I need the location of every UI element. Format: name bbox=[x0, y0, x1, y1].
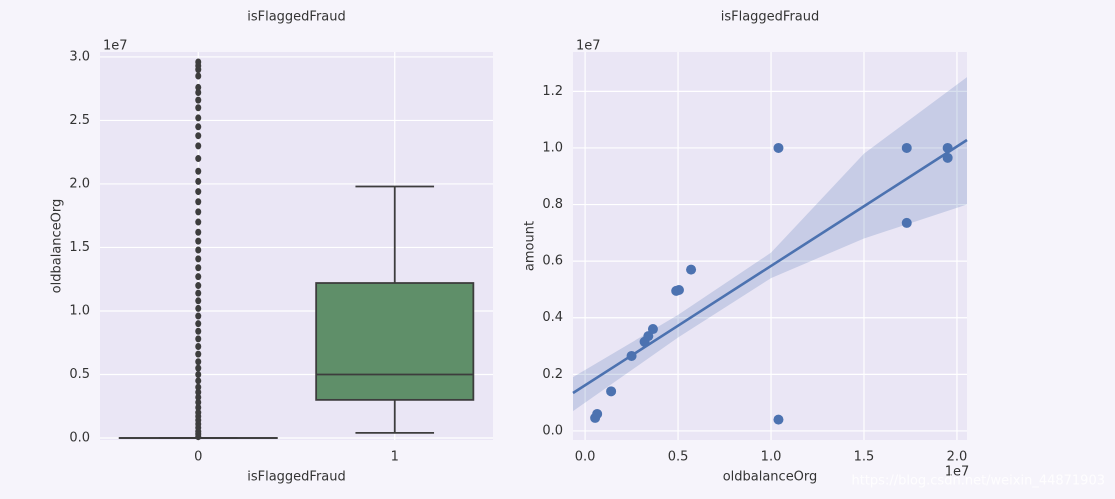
point bbox=[626, 350, 637, 361]
point bbox=[773, 414, 784, 425]
plot-area bbox=[573, 52, 967, 440]
y-tick-label: 0.4 bbox=[542, 310, 563, 325]
outlier bbox=[195, 350, 202, 358]
outlier bbox=[195, 228, 202, 236]
outlier bbox=[195, 198, 202, 206]
outlier bbox=[195, 177, 202, 185]
y-axis-label: oldbalanceOrg bbox=[50, 199, 65, 294]
point bbox=[686, 264, 697, 275]
x-tick-label: 0.0 bbox=[575, 450, 596, 465]
outlier bbox=[195, 358, 202, 366]
point bbox=[643, 331, 654, 342]
point bbox=[606, 386, 617, 397]
outlier bbox=[195, 297, 202, 305]
y-tick-label: 2.0 bbox=[69, 176, 90, 191]
y-tick-label: 3.0 bbox=[69, 49, 90, 64]
outlier bbox=[195, 289, 202, 297]
outlier bbox=[195, 208, 202, 216]
confidence-band bbox=[573, 77, 967, 412]
y-tick-label: 2.5 bbox=[69, 113, 90, 128]
offset-text: 1e7 bbox=[103, 39, 128, 54]
box bbox=[315, 282, 475, 401]
outlier bbox=[195, 343, 202, 351]
x-axis-label: oldbalanceOrg bbox=[723, 470, 818, 485]
x-tick-label: 0 bbox=[194, 450, 202, 465]
outlier bbox=[195, 218, 202, 226]
outlier bbox=[195, 104, 202, 112]
outlier bbox=[195, 123, 202, 131]
y-tick-label: 1.2 bbox=[542, 84, 563, 99]
outlier bbox=[195, 264, 202, 272]
point bbox=[942, 142, 953, 153]
x-tick-label: 1.0 bbox=[761, 450, 782, 465]
x-tick-label: 1.5 bbox=[854, 450, 875, 465]
point bbox=[773, 142, 784, 153]
outlier bbox=[195, 188, 202, 196]
outlier bbox=[195, 403, 202, 411]
regression-line bbox=[572, 138, 968, 395]
outlier bbox=[195, 155, 202, 163]
chart-title: isFlaggedFraud bbox=[721, 10, 820, 25]
outlier bbox=[195, 237, 202, 245]
outlier bbox=[195, 377, 202, 385]
point bbox=[942, 152, 953, 163]
outlier bbox=[195, 255, 202, 263]
y-axis-label: amount bbox=[523, 221, 538, 271]
x-tick-label: 2.0 bbox=[947, 450, 968, 465]
outlier bbox=[195, 132, 202, 140]
outlier bbox=[195, 370, 202, 378]
y-tick-label: 1.0 bbox=[69, 303, 90, 318]
outlier bbox=[195, 327, 202, 335]
outlier bbox=[195, 398, 202, 406]
x-offset-text: 1e7 bbox=[945, 465, 970, 480]
x-tick-label: 1 bbox=[391, 450, 399, 465]
outlier bbox=[195, 409, 202, 417]
outlier bbox=[195, 282, 202, 290]
watermark: https://blog.csdn.net/weixin_44871903 bbox=[851, 474, 1105, 489]
point bbox=[673, 285, 684, 296]
outlier bbox=[195, 72, 202, 80]
point bbox=[901, 217, 912, 228]
y-tick-label: 0.0 bbox=[69, 430, 90, 445]
outlier bbox=[195, 312, 202, 320]
outlier bbox=[195, 96, 202, 104]
point bbox=[647, 324, 658, 335]
y-tick-label: 0.8 bbox=[542, 197, 563, 212]
outlier bbox=[195, 388, 202, 396]
outlier bbox=[195, 335, 202, 343]
outlier bbox=[195, 114, 202, 122]
outlier bbox=[195, 89, 202, 97]
outlier bbox=[195, 246, 202, 254]
outlier bbox=[195, 364, 202, 372]
y-tick-label: 0.0 bbox=[542, 423, 563, 438]
y-tick-label: 1.0 bbox=[542, 140, 563, 155]
outlier bbox=[195, 304, 202, 312]
outlier bbox=[195, 142, 202, 150]
outlier bbox=[195, 167, 202, 175]
point bbox=[901, 142, 912, 153]
outlier bbox=[195, 83, 202, 91]
outlier bbox=[195, 273, 202, 281]
offset-text: 1e7 bbox=[576, 39, 601, 54]
outlier bbox=[195, 320, 202, 328]
outlier bbox=[195, 393, 202, 401]
y-tick-label: 1.5 bbox=[69, 240, 90, 255]
point bbox=[592, 408, 603, 419]
y-tick-label: 0.6 bbox=[542, 254, 563, 269]
outlier bbox=[195, 383, 202, 391]
y-tick-label: 0.5 bbox=[69, 367, 90, 382]
outlier bbox=[195, 58, 202, 66]
x-axis-label: isFlaggedFraud bbox=[247, 470, 346, 485]
x-tick-label: 0.5 bbox=[668, 450, 689, 465]
y-tick-label: 0.2 bbox=[542, 367, 563, 382]
chart-title: isFlaggedFraud bbox=[247, 10, 346, 25]
